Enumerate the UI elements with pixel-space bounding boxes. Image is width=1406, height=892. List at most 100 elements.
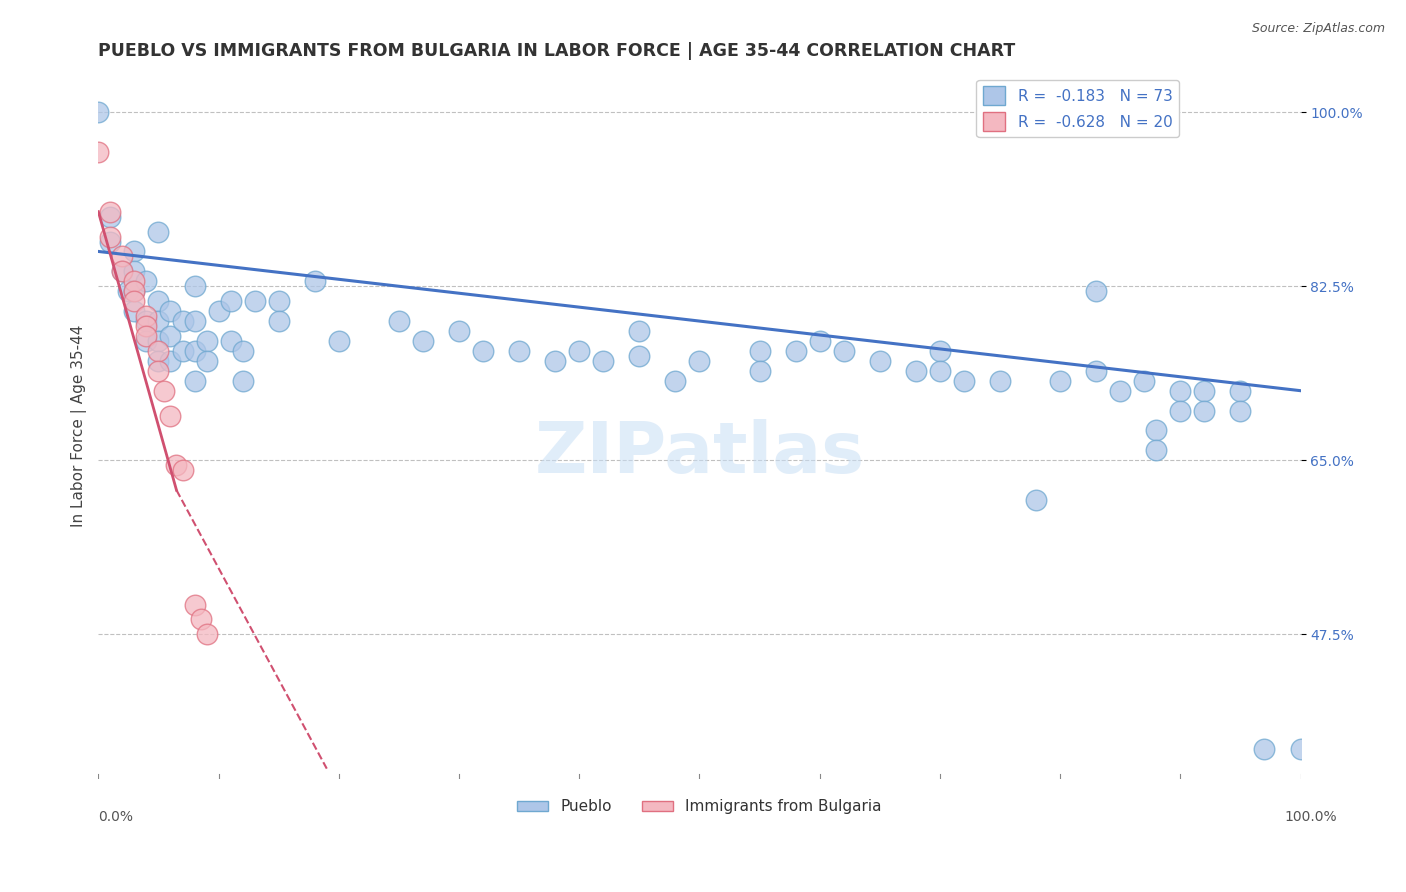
Point — [1144, 424, 1167, 438]
Point — [195, 627, 218, 641]
Point — [124, 244, 146, 259]
Y-axis label: In Labor Force | Age 35-44: In Labor Force | Age 35-44 — [72, 325, 87, 526]
Point — [111, 264, 134, 278]
Point — [748, 343, 770, 358]
Point — [166, 458, 188, 473]
Point — [100, 210, 122, 224]
Point — [388, 314, 411, 328]
Point — [1085, 284, 1108, 298]
Point — [135, 309, 157, 323]
Point — [135, 274, 157, 288]
Point — [304, 274, 326, 288]
Point — [100, 235, 122, 249]
Point — [148, 225, 170, 239]
Point — [243, 294, 266, 309]
Point — [1168, 384, 1191, 398]
Point — [87, 105, 110, 120]
Point — [117, 284, 139, 298]
Point — [1144, 443, 1167, 458]
Point — [628, 324, 651, 338]
Legend: Pueblo, Immigrants from Bulgaria: Pueblo, Immigrants from Bulgaria — [512, 793, 887, 821]
Point — [628, 349, 651, 363]
Point — [544, 354, 567, 368]
Point — [111, 249, 134, 263]
Point — [190, 612, 212, 626]
Point — [928, 343, 950, 358]
Point — [1133, 374, 1156, 388]
Point — [267, 294, 290, 309]
Text: ZIPatlas: ZIPatlas — [534, 419, 865, 488]
Point — [124, 294, 146, 309]
Point — [904, 364, 927, 378]
Point — [172, 314, 194, 328]
Point — [869, 354, 891, 368]
Point — [148, 354, 170, 368]
Point — [328, 334, 350, 348]
Point — [207, 304, 229, 318]
Point — [159, 304, 181, 318]
Point — [124, 264, 146, 278]
Text: Source: ZipAtlas.com: Source: ZipAtlas.com — [1251, 22, 1385, 36]
Point — [124, 304, 146, 318]
Point — [183, 598, 205, 612]
Point — [172, 343, 194, 358]
Point — [124, 284, 146, 298]
Point — [135, 319, 157, 334]
Point — [148, 334, 170, 348]
Point — [219, 334, 242, 348]
Point — [592, 354, 614, 368]
Point — [148, 314, 170, 328]
Point — [183, 314, 205, 328]
Point — [148, 364, 170, 378]
Point — [1194, 384, 1216, 398]
Text: 0.0%: 0.0% — [98, 810, 134, 824]
Point — [1049, 374, 1071, 388]
Point — [568, 343, 591, 358]
Point — [159, 409, 181, 423]
Point — [148, 343, 170, 358]
Point — [664, 374, 686, 388]
Point — [1194, 403, 1216, 417]
Point — [100, 204, 122, 219]
Point — [953, 374, 976, 388]
Point — [267, 314, 290, 328]
Point — [688, 354, 710, 368]
Point — [1025, 493, 1047, 508]
Point — [832, 343, 855, 358]
Point — [148, 294, 170, 309]
Point — [1085, 364, 1108, 378]
Point — [1168, 403, 1191, 417]
Point — [219, 294, 242, 309]
Point — [159, 329, 181, 343]
Point — [183, 343, 205, 358]
Point — [447, 324, 470, 338]
Point — [195, 334, 218, 348]
Point — [124, 284, 146, 298]
Point — [1289, 741, 1312, 756]
Point — [928, 364, 950, 378]
Point — [135, 329, 157, 343]
Point — [508, 343, 530, 358]
Point — [124, 274, 146, 288]
Point — [988, 374, 1011, 388]
Point — [785, 343, 807, 358]
Point — [412, 334, 434, 348]
Point — [159, 354, 181, 368]
Point — [87, 145, 110, 159]
Point — [232, 374, 254, 388]
Point — [1229, 403, 1251, 417]
Text: PUEBLO VS IMMIGRANTS FROM BULGARIA IN LABOR FORCE | AGE 35-44 CORRELATION CHART: PUEBLO VS IMMIGRANTS FROM BULGARIA IN LA… — [98, 42, 1015, 60]
Point — [111, 264, 134, 278]
Point — [135, 334, 157, 348]
Point — [1253, 741, 1275, 756]
Point — [808, 334, 831, 348]
Point — [232, 343, 254, 358]
Point — [172, 463, 194, 477]
Point — [1229, 384, 1251, 398]
Point — [183, 374, 205, 388]
Point — [748, 364, 770, 378]
Point — [195, 354, 218, 368]
Point — [183, 279, 205, 293]
Point — [472, 343, 495, 358]
Text: 100.0%: 100.0% — [1284, 810, 1337, 824]
